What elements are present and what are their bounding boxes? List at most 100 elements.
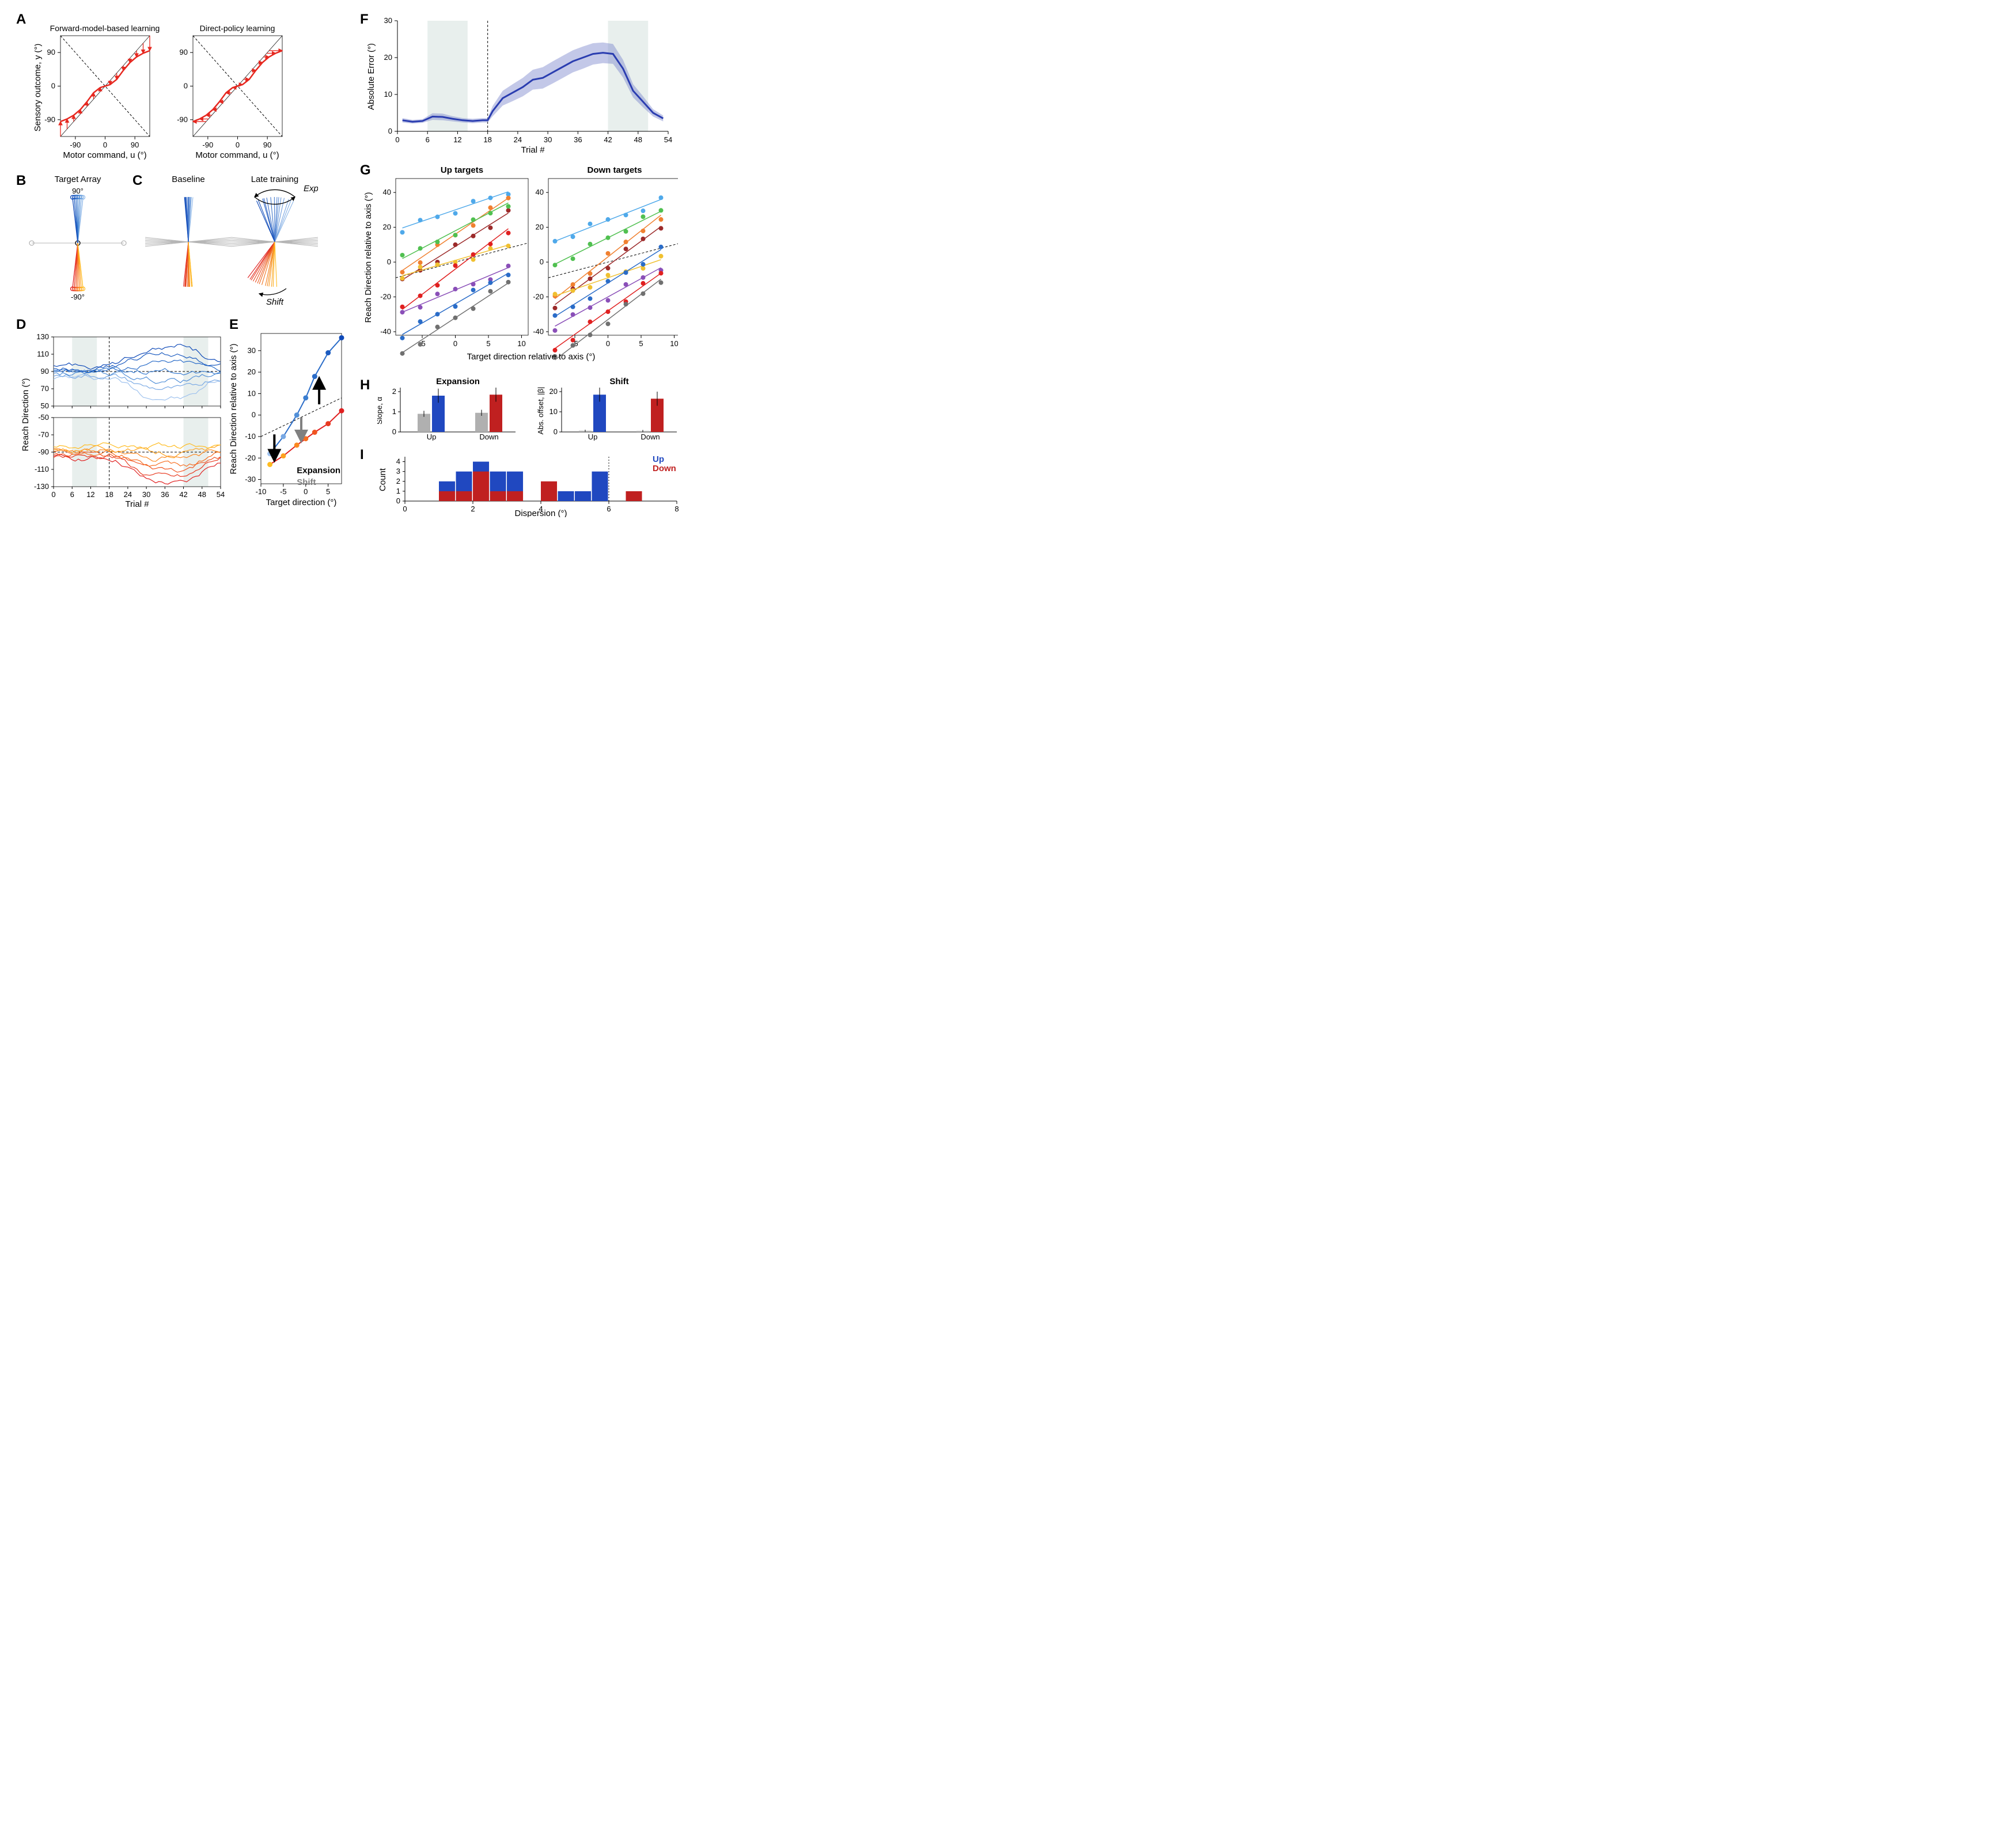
svg-text:Up: Up	[588, 433, 598, 441]
svg-text:24: 24	[514, 135, 522, 144]
svg-text:18: 18	[105, 490, 113, 499]
svg-text:0: 0	[387, 257, 391, 266]
svg-text:Up: Up	[427, 433, 437, 441]
panel-label-B: B	[16, 173, 26, 189]
svg-text:1: 1	[396, 487, 400, 495]
svg-text:30: 30	[544, 135, 552, 144]
panel-label-A: A	[16, 12, 26, 28]
svg-text:-40: -40	[380, 327, 391, 336]
svg-text:0: 0	[51, 490, 55, 499]
svg-text:110: 110	[37, 350, 49, 358]
svg-text:54: 54	[664, 135, 672, 144]
svg-text:-40: -40	[533, 327, 544, 336]
svg-text:Trial #: Trial #	[125, 499, 149, 509]
svg-text:0: 0	[403, 505, 407, 513]
svg-text:0: 0	[392, 427, 396, 436]
svg-text:Expansion: Expansion	[297, 465, 340, 475]
svg-text:0: 0	[51, 82, 55, 90]
svg-text:0: 0	[252, 411, 256, 419]
svg-text:Target direction (°): Target direction (°)	[266, 498, 337, 507]
svg-text:6: 6	[426, 135, 430, 144]
panel-G: Up targets-50510-40-2002040Down targets-…	[364, 162, 678, 370]
svg-text:48: 48	[198, 490, 206, 499]
svg-text:20: 20	[536, 223, 544, 232]
panel-I: 0246801234UpDownDispersion (°)Count	[377, 448, 691, 517]
svg-text:10: 10	[384, 90, 392, 98]
svg-text:-30: -30	[245, 475, 256, 484]
svg-text:-90: -90	[177, 115, 188, 124]
svg-text:Sensory outcome, y (°): Sensory outcome, y (°)	[35, 44, 43, 132]
svg-text:90: 90	[131, 141, 139, 149]
svg-text:70: 70	[41, 384, 49, 393]
svg-text:Abs. offset, |β|: Abs. offset, |β|	[536, 387, 545, 435]
svg-text:36: 36	[161, 490, 169, 499]
svg-text:90°: 90°	[72, 187, 84, 195]
svg-text:10: 10	[517, 339, 525, 348]
svg-text:90: 90	[180, 48, 188, 56]
svg-text:18: 18	[483, 135, 491, 144]
svg-text:-110: -110	[35, 465, 49, 473]
svg-text:54: 54	[217, 490, 225, 499]
panel-label-C: C	[132, 173, 142, 189]
svg-text:0: 0	[453, 339, 457, 348]
svg-text:-20: -20	[245, 453, 256, 462]
svg-text:Reach Direction relative to ax: Reach Direction relative to axis (°)	[364, 192, 373, 323]
figure-container: A-90090-90090Forward-model-based learnin…	[12, 12, 680, 616]
svg-text:Slope, α: Slope, α	[377, 397, 384, 424]
svg-text:Late training: Late training	[251, 175, 299, 184]
svg-text:12: 12	[86, 490, 94, 499]
svg-text:40: 40	[536, 188, 544, 196]
svg-text:Shift: Shift	[609, 377, 628, 386]
svg-text:-10: -10	[256, 487, 267, 496]
svg-text:0: 0	[395, 135, 399, 144]
svg-text:0: 0	[388, 127, 392, 135]
svg-text:0: 0	[396, 496, 400, 505]
svg-text:Expansion: Expansion	[436, 377, 480, 386]
svg-text:0: 0	[236, 141, 240, 149]
panel-A-right: -90090-90090Direct-policy learningMotor …	[167, 24, 294, 162]
svg-text:6: 6	[607, 505, 611, 513]
svg-text:30: 30	[142, 490, 150, 499]
svg-text:5: 5	[486, 339, 490, 348]
svg-text:90: 90	[47, 48, 55, 56]
svg-text:Target Array: Target Array	[55, 175, 101, 184]
svg-text:4: 4	[396, 457, 400, 466]
svg-text:20: 20	[550, 387, 558, 396]
svg-text:2: 2	[392, 387, 396, 396]
svg-text:-90: -90	[38, 448, 49, 456]
svg-text:0: 0	[540, 257, 544, 266]
panel-A-title-1: Direct-policy learning	[200, 24, 275, 33]
svg-text:Expansion: Expansion	[304, 184, 318, 194]
svg-text:-5: -5	[280, 487, 287, 496]
svg-text:30: 30	[384, 16, 392, 25]
svg-text:2: 2	[396, 477, 400, 486]
svg-text:36: 36	[574, 135, 582, 144]
svg-text:40: 40	[383, 188, 391, 196]
svg-text:0: 0	[304, 487, 308, 496]
svg-text:-70: -70	[38, 430, 49, 439]
svg-text:Dispersion (°): Dispersion (°)	[514, 509, 567, 517]
svg-text:Down: Down	[653, 464, 676, 473]
svg-text:Trial #: Trial #	[521, 145, 545, 154]
svg-text:-90: -90	[202, 141, 213, 149]
svg-text:2: 2	[471, 505, 475, 513]
svg-text:Shift: Shift	[266, 297, 284, 306]
svg-text:130: 130	[36, 332, 49, 341]
panel-C-1: Late training Expansion Shift	[232, 174, 318, 306]
svg-text:24: 24	[124, 490, 132, 499]
svg-text:1: 1	[392, 407, 396, 416]
panel-H: Expansion012Slope, αUpDownShift01020Abs.…	[377, 377, 691, 441]
svg-text:Shift: Shift	[297, 477, 316, 487]
svg-text:Up targets: Up targets	[441, 165, 483, 175]
svg-text:-50: -50	[38, 413, 49, 422]
panel-B: Target Array90°-90°	[26, 174, 130, 306]
svg-text:50: 50	[41, 401, 49, 410]
svg-text:-130: -130	[34, 482, 49, 491]
panel-label-H: H	[360, 377, 370, 393]
svg-text:90: 90	[263, 141, 271, 149]
svg-text:6: 6	[70, 490, 74, 499]
svg-text:12: 12	[453, 135, 461, 144]
svg-text:Baseline: Baseline	[172, 175, 205, 184]
svg-text:-10: -10	[245, 432, 256, 441]
svg-text:Down targets: Down targets	[587, 165, 642, 175]
